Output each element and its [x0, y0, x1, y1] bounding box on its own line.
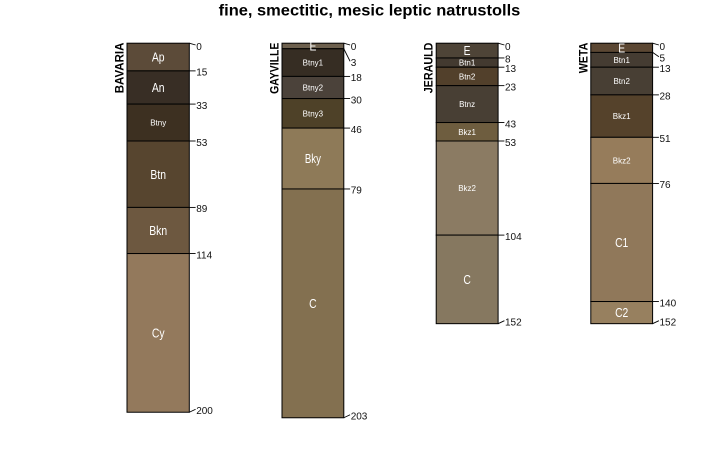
svg-text:0: 0	[351, 42, 357, 53]
svg-text:Bkz2: Bkz2	[458, 184, 476, 193]
svg-text:Btnz: Btnz	[459, 100, 475, 109]
svg-text:23: 23	[505, 82, 517, 93]
svg-text:Bkz1: Bkz1	[613, 112, 631, 121]
svg-text:79: 79	[351, 186, 363, 197]
svg-text:C: C	[309, 296, 317, 311]
svg-text:33: 33	[196, 101, 208, 112]
svg-text:53: 53	[196, 138, 208, 149]
svg-text:76: 76	[660, 180, 672, 191]
svg-text:18: 18	[351, 73, 363, 84]
svg-text:Btn: Btn	[150, 167, 166, 182]
svg-text:Bkn: Bkn	[149, 223, 167, 238]
svg-text:JERAULD: JERAULD	[422, 42, 436, 93]
svg-text:Btny: Btny	[150, 119, 166, 128]
svg-text:104: 104	[505, 232, 522, 243]
svg-text:200: 200	[196, 406, 213, 417]
svg-text:Bkz2: Bkz2	[613, 156, 631, 165]
svg-text:C: C	[463, 272, 471, 287]
svg-text:Bkz1: Bkz1	[458, 128, 476, 137]
svg-text:15: 15	[196, 68, 208, 79]
svg-text:51: 51	[660, 134, 672, 145]
svg-text:43: 43	[505, 119, 517, 130]
svg-text:53: 53	[505, 138, 517, 149]
svg-text:Btny1: Btny1	[303, 59, 324, 68]
svg-text:5: 5	[660, 53, 666, 64]
svg-text:E: E	[309, 39, 316, 54]
svg-text:152: 152	[505, 317, 522, 328]
svg-text:Cy: Cy	[152, 326, 165, 341]
svg-text:BAVARIA: BAVARIA	[113, 42, 127, 93]
svg-text:203: 203	[351, 412, 368, 423]
svg-text:46: 46	[351, 125, 363, 136]
svg-text:140: 140	[660, 298, 677, 309]
svg-text:30: 30	[351, 95, 363, 106]
svg-text:8: 8	[505, 55, 511, 66]
svg-text:Btny3: Btny3	[303, 109, 324, 118]
svg-text:Btny2: Btny2	[303, 83, 324, 92]
svg-text:Btn2: Btn2	[459, 72, 476, 81]
svg-text:E: E	[618, 40, 625, 55]
svg-text:152: 152	[660, 317, 677, 328]
svg-text:89: 89	[196, 204, 208, 215]
svg-text:Btn1: Btn1	[613, 56, 630, 65]
svg-text:C1: C1	[615, 235, 628, 250]
svg-text:13: 13	[505, 64, 517, 75]
svg-text:Btn1: Btn1	[459, 59, 476, 68]
svg-text:E: E	[464, 43, 471, 58]
svg-text:fine, smectitic, mesic leptic: fine, smectitic, mesic leptic natrustoll…	[219, 3, 521, 20]
svg-text:WETA: WETA	[576, 42, 590, 73]
svg-text:3: 3	[351, 58, 357, 69]
svg-text:Btn2: Btn2	[613, 77, 630, 86]
svg-text:0: 0	[660, 42, 666, 53]
svg-text:C2: C2	[615, 305, 628, 320]
svg-text:0: 0	[196, 42, 202, 53]
svg-text:An: An	[152, 80, 165, 95]
svg-text:28: 28	[660, 92, 672, 103]
svg-text:Bky: Bky	[305, 151, 321, 166]
svg-text:Ap: Ap	[152, 50, 165, 65]
svg-text:13: 13	[660, 64, 672, 75]
svg-text:GAYVILLE: GAYVILLE	[268, 43, 282, 94]
svg-text:114: 114	[196, 250, 212, 261]
svg-text:0: 0	[505, 42, 511, 53]
